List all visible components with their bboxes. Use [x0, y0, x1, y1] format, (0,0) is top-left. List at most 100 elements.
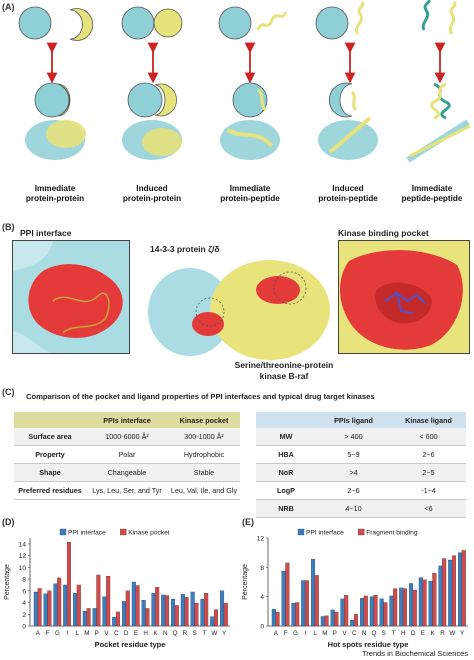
- ppi-interface-image: [12, 240, 130, 354]
- x-tick-label: D: [411, 630, 416, 637]
- bar-d-other-Q: [174, 605, 179, 627]
- bar-d-ppi-L: [73, 592, 78, 627]
- bar-e-ppi-F: [281, 570, 286, 627]
- x-tick-label: V: [104, 630, 109, 637]
- x-tick-label: T: [203, 630, 207, 637]
- bar-d-other-T: [204, 592, 209, 627]
- x-tick-label: A: [274, 630, 279, 637]
- table2-col-ppi: PPIs ligand: [316, 412, 391, 428]
- bar-d-other-K: [155, 587, 160, 627]
- x-tick-label: P: [333, 630, 337, 637]
- bar-e-other-N: [363, 595, 368, 627]
- cell: < 600: [391, 428, 466, 446]
- bar-e-other-F: [285, 562, 290, 627]
- y-tick-label: 0: [22, 624, 26, 631]
- bar-e-ppi-Q: [369, 596, 374, 627]
- bar-e-other-E: [422, 579, 427, 627]
- cell: 2~6: [316, 481, 391, 500]
- x-tick-label: W: [211, 630, 217, 637]
- panel-a-schematics: [18, 0, 471, 163]
- bar-e-ppi-A: [271, 608, 276, 627]
- bar-e-other-C: [353, 614, 358, 627]
- row-header: LogP: [256, 481, 316, 500]
- bar-d-other-F: [47, 590, 52, 627]
- x-tick-label: N: [163, 630, 168, 637]
- x-tick-label: D: [124, 630, 129, 637]
- cell: Leu, Val, Ile, and Gly: [168, 481, 240, 500]
- bar-e-ppi-D: [409, 583, 414, 627]
- bar-d-ppi-V: [102, 596, 107, 627]
- scheme-2: [121, 6, 183, 160]
- table-row: MW > 400 < 600: [256, 428, 466, 446]
- panel-d-label: (D): [2, 517, 15, 527]
- bar-d-other-I: [66, 541, 71, 627]
- bar-e-other-R: [442, 558, 447, 627]
- bar-e-ppi-E: [418, 577, 423, 627]
- bar-e-other-I: [304, 580, 309, 627]
- bar-d-ppi-C: [112, 617, 117, 627]
- bar-d-ppi-N: [161, 594, 166, 627]
- bar-d-ppi-D: [122, 601, 127, 627]
- bar-e-other-M: [324, 615, 329, 627]
- x-tick-label: I: [304, 630, 306, 637]
- bar-d-ppi-K: [151, 592, 156, 627]
- row-header: Surface area: [14, 428, 86, 446]
- bar-d-other-D: [125, 590, 130, 627]
- caption-2: Induced protein-protein: [107, 184, 197, 204]
- x-tick-label: E: [421, 630, 425, 637]
- caption-5: Immediate peptide-peptide: [390, 184, 474, 204]
- caption-4: Induced protein-peptide: [303, 184, 393, 204]
- x-tick-label: M: [322, 630, 327, 637]
- x-tick-label: E: [134, 630, 138, 637]
- y-axis-label: Percentage: [4, 564, 11, 600]
- legend-swatch: [358, 528, 365, 536]
- legend-swatch: [59, 528, 67, 536]
- x-tick-label: M: [84, 630, 89, 637]
- chart-e: 0 4 8 12 Percentage A F G I L M P V C N Q S T H D E K R W Y Hot s…: [242, 528, 468, 649]
- row-header: Property: [14, 445, 86, 464]
- row-header: NoR: [256, 463, 316, 482]
- table-row: LogP 2~6 -1~4: [256, 481, 466, 500]
- panel-b-label: (B): [2, 222, 15, 232]
- y-tick-label: 0: [260, 624, 264, 631]
- caption-5-line-2: peptide-peptide: [401, 194, 463, 203]
- table-row: NoR >4 2~5: [256, 463, 466, 482]
- bar-d-ppi-I: [63, 584, 68, 627]
- bar-e-ppi-R: [438, 565, 443, 627]
- table-row: Shape Changeable Stable: [14, 463, 240, 482]
- cell: Stable: [168, 463, 240, 482]
- ppi-interface-title: PPI interface: [20, 228, 72, 238]
- cell: 2~6: [391, 445, 466, 464]
- bar-d-ppi-F: [43, 593, 48, 627]
- cell: > 400: [316, 428, 391, 446]
- caption-4-line-2: protein-peptide: [318, 194, 378, 203]
- y-tick-label: 8: [22, 577, 26, 584]
- bar-d-other-W: [213, 609, 218, 627]
- x-tick-label: R: [183, 630, 188, 637]
- pocket-properties-table: PPIs interface Kinase pocket Surface are…: [14, 412, 240, 500]
- bar-e-other-P: [334, 611, 339, 627]
- cell: 300-1000 Å²: [168, 428, 240, 446]
- legend-label: Kinase pocket: [128, 530, 170, 537]
- y-tick-label: 4: [260, 594, 264, 601]
- x-tick-label: Q: [173, 630, 178, 637]
- bar-d-other-Y: [223, 602, 228, 627]
- bar-d-ppi-Q: [171, 598, 176, 627]
- x-tick-label: I: [66, 630, 68, 637]
- x-tick-label: L: [75, 630, 79, 637]
- bar-d-other-N: [164, 595, 169, 627]
- y-tick-label: 12: [257, 536, 265, 543]
- bar-e-other-D: [412, 589, 417, 627]
- x-tick-label: H: [143, 630, 148, 637]
- bar-d-ppi-Y: [220, 590, 225, 627]
- kinase-name-line-1: Serine/threonine-protein: [234, 360, 334, 370]
- bar-d-other-G: [57, 577, 62, 627]
- bar-d-other-E: [135, 585, 140, 627]
- ligand-properties-table: PPIs ligand Kinase ligand MW > 400 < 600…: [256, 412, 466, 518]
- cell: 4~10: [316, 499, 391, 518]
- caption-4-line-1: Induced: [332, 184, 364, 193]
- x-tick-label: R: [440, 630, 445, 637]
- row-header: HBA: [256, 445, 316, 464]
- cell: Changeable: [86, 463, 168, 482]
- bar-d-ppi-P: [92, 608, 97, 627]
